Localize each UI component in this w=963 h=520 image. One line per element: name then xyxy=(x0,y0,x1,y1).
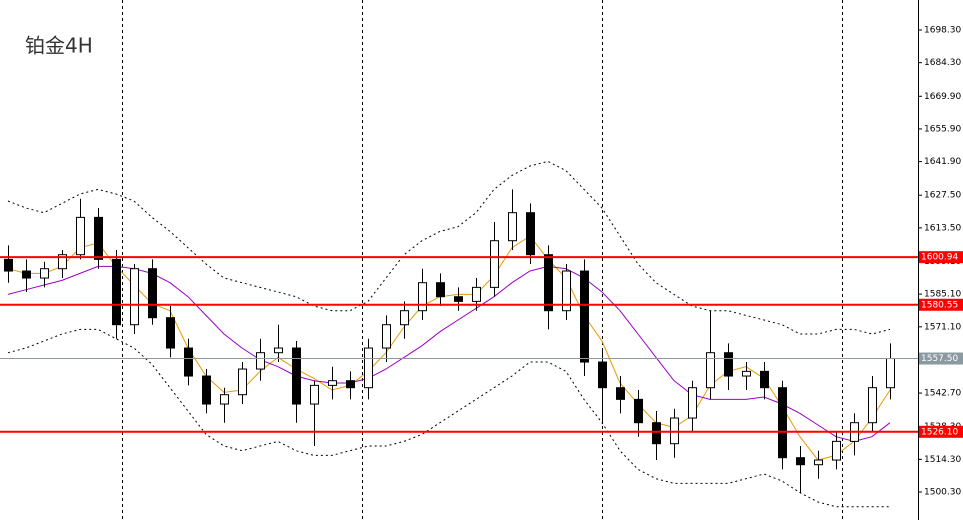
candle-body xyxy=(796,457,805,466)
candle-body xyxy=(220,394,229,405)
level-tag xyxy=(919,251,963,264)
level-tag xyxy=(919,298,963,311)
candle-body xyxy=(22,270,31,279)
y-tick-label: 1655.90 xyxy=(924,124,961,134)
indicator-line xyxy=(7,235,891,461)
candle-body xyxy=(616,387,625,400)
candle-body xyxy=(778,387,787,459)
y-tick-label: 1684.30 xyxy=(924,58,961,68)
chart-title: 铂金4H xyxy=(25,34,93,58)
candle-body xyxy=(886,358,895,389)
time-separators xyxy=(122,0,843,520)
candle-body xyxy=(148,268,157,319)
level-label: 1526.10 xyxy=(921,427,958,437)
candle-body xyxy=(490,240,499,288)
y-tick-label: 1585.10 xyxy=(924,290,961,300)
candle-body xyxy=(76,216,85,256)
candle-body xyxy=(184,347,193,377)
y-tick-label: 1514.30 xyxy=(924,455,961,465)
candle-body xyxy=(544,254,553,312)
candle-body xyxy=(742,370,751,377)
candle-body xyxy=(256,352,265,370)
candle-body xyxy=(598,361,607,389)
candle-body xyxy=(436,282,445,298)
candle-body xyxy=(58,254,67,270)
candle-body xyxy=(4,258,13,272)
candle-body xyxy=(868,387,877,424)
candle-body xyxy=(112,258,121,326)
y-tick-label: 1627.50 xyxy=(924,191,961,201)
candle-body xyxy=(526,212,535,256)
candle-body xyxy=(40,268,49,279)
candle-body xyxy=(328,380,337,386)
candle-body xyxy=(760,370,769,389)
level-tag xyxy=(919,425,963,438)
y-tick-label: 1542.70 xyxy=(924,389,961,399)
candle-body xyxy=(382,324,391,349)
candle-body xyxy=(346,380,355,389)
candle-body xyxy=(310,384,319,405)
candle-body xyxy=(580,270,589,363)
candle-body xyxy=(562,270,571,312)
level-label: 1600.94 xyxy=(921,253,958,263)
candle-body xyxy=(652,422,661,445)
y-tick-label: 1641.90 xyxy=(924,157,961,167)
candle-body xyxy=(292,347,301,405)
candle-body xyxy=(706,352,715,389)
candle-body xyxy=(130,268,139,326)
indicator-line xyxy=(7,160,891,335)
indicator-line xyxy=(7,328,890,508)
candle-body xyxy=(634,398,643,424)
candle-body xyxy=(832,440,841,461)
candle-body xyxy=(724,352,733,377)
candle-body xyxy=(94,216,103,260)
candle-body xyxy=(238,368,247,396)
candle-body xyxy=(166,317,175,349)
current-price-tag xyxy=(919,352,963,365)
y-tick-label: 1613.50 xyxy=(924,223,961,233)
y-tick-label: 1571.10 xyxy=(924,322,961,332)
candle-body xyxy=(274,347,283,354)
candle-body xyxy=(400,310,409,326)
candle-body xyxy=(814,459,823,466)
y-tick-label: 1500.30 xyxy=(924,488,961,498)
candle-body xyxy=(202,375,211,405)
candle-body xyxy=(688,387,697,419)
candle-body xyxy=(364,347,373,389)
current-price-label: 1557.50 xyxy=(921,354,958,364)
candle-body xyxy=(418,282,427,312)
candle-body xyxy=(508,212,517,242)
y-tick-label: 1669.90 xyxy=(924,92,961,102)
candle-body xyxy=(472,286,481,302)
level-label: 1580.55 xyxy=(921,300,958,310)
indicator-line xyxy=(7,265,891,442)
candle-body xyxy=(454,296,463,302)
y-tick-label: 1698.30 xyxy=(924,26,961,36)
